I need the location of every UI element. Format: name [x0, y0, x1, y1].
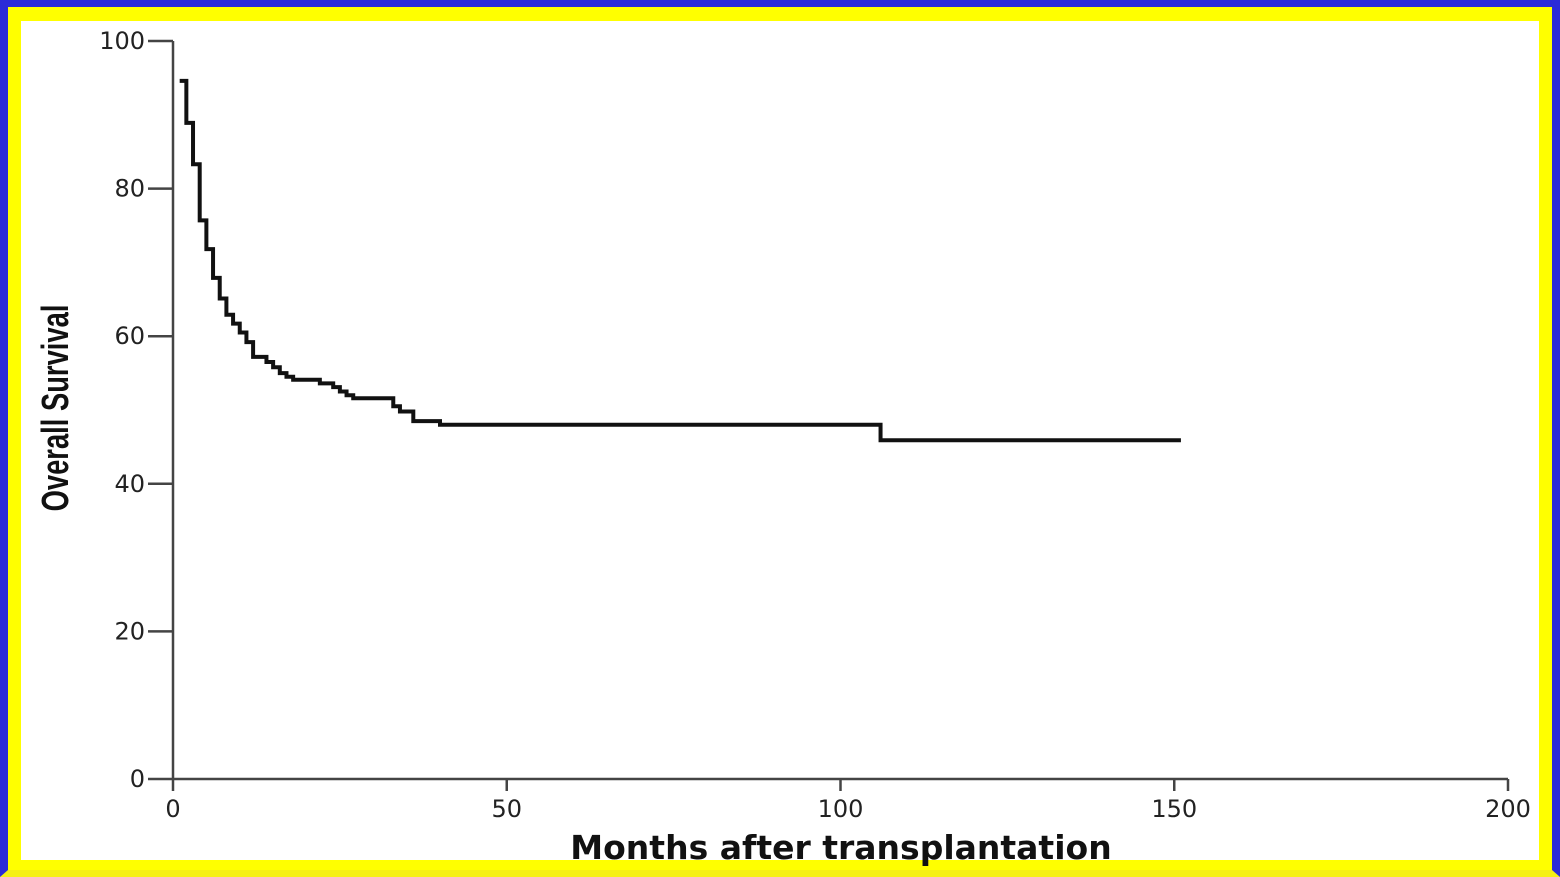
y-tick-label: 60	[114, 322, 145, 350]
yellow-border	[8, 7, 1552, 870]
x-tick-label: 0	[165, 795, 180, 823]
x-tick-label: 150	[1151, 795, 1197, 823]
y-ticks: 0 20 40 60 80 100	[99, 27, 173, 793]
y-axis-label: Overall Survival	[35, 305, 77, 512]
x-axis-label: Months after transplantation	[570, 828, 1111, 867]
y-tick-label: 40	[114, 470, 145, 498]
y-tick-label: 100	[99, 27, 145, 55]
y-tick-label: 0	[130, 765, 145, 793]
x-tick-label: 200	[1485, 795, 1531, 823]
x-tick-label: 100	[818, 795, 864, 823]
y-tick-label: 20	[114, 617, 145, 645]
survival-curve	[179, 78, 1181, 443]
x-tick-label: 50	[491, 795, 522, 823]
x-ticks: 0 50 100 150 200	[165, 779, 1531, 823]
y-tick-label: 80	[114, 175, 145, 203]
